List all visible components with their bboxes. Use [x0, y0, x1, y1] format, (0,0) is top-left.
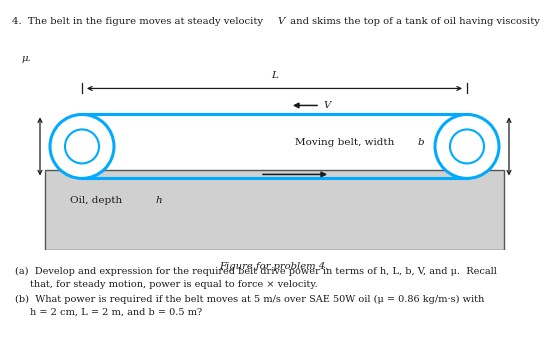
Text: V: V	[277, 16, 284, 26]
Text: μ.: μ.	[22, 54, 32, 63]
Circle shape	[65, 129, 99, 163]
Circle shape	[435, 115, 499, 178]
Text: h: h	[155, 196, 161, 205]
Text: that, for steady motion, power is equal to force × velocity.: that, for steady motion, power is equal …	[30, 280, 318, 289]
Circle shape	[450, 129, 484, 163]
Text: (b)  What power is required if the belt moves at 5 m/s over SAE 50W oil (μ = 0.8: (b) What power is required if the belt m…	[15, 295, 484, 304]
Text: and skims the top of a tank of oil having viscosity: and skims the top of a tank of oil havin…	[287, 16, 540, 26]
Text: Figure for problem 4.: Figure for problem 4.	[220, 262, 329, 271]
Circle shape	[50, 115, 114, 178]
Text: Moving belt, width: Moving belt, width	[295, 138, 397, 147]
Text: h = 2 cm, L = 2 m, and b = 0.5 m?: h = 2 cm, L = 2 m, and b = 0.5 m?	[30, 308, 202, 317]
Text: V: V	[323, 101, 330, 110]
Text: b: b	[418, 138, 424, 147]
Bar	[45, 170, 504, 250]
Text: 4.  The belt in the figure moves at steady velocity: 4. The belt in the figure moves at stead…	[12, 16, 266, 26]
Text: L: L	[271, 71, 278, 81]
Text: (a)  Develop and expression for the required belt drive power in terms of h, L, : (a) Develop and expression for the requi…	[15, 267, 497, 276]
Text: Oil, depth: Oil, depth	[70, 196, 126, 205]
